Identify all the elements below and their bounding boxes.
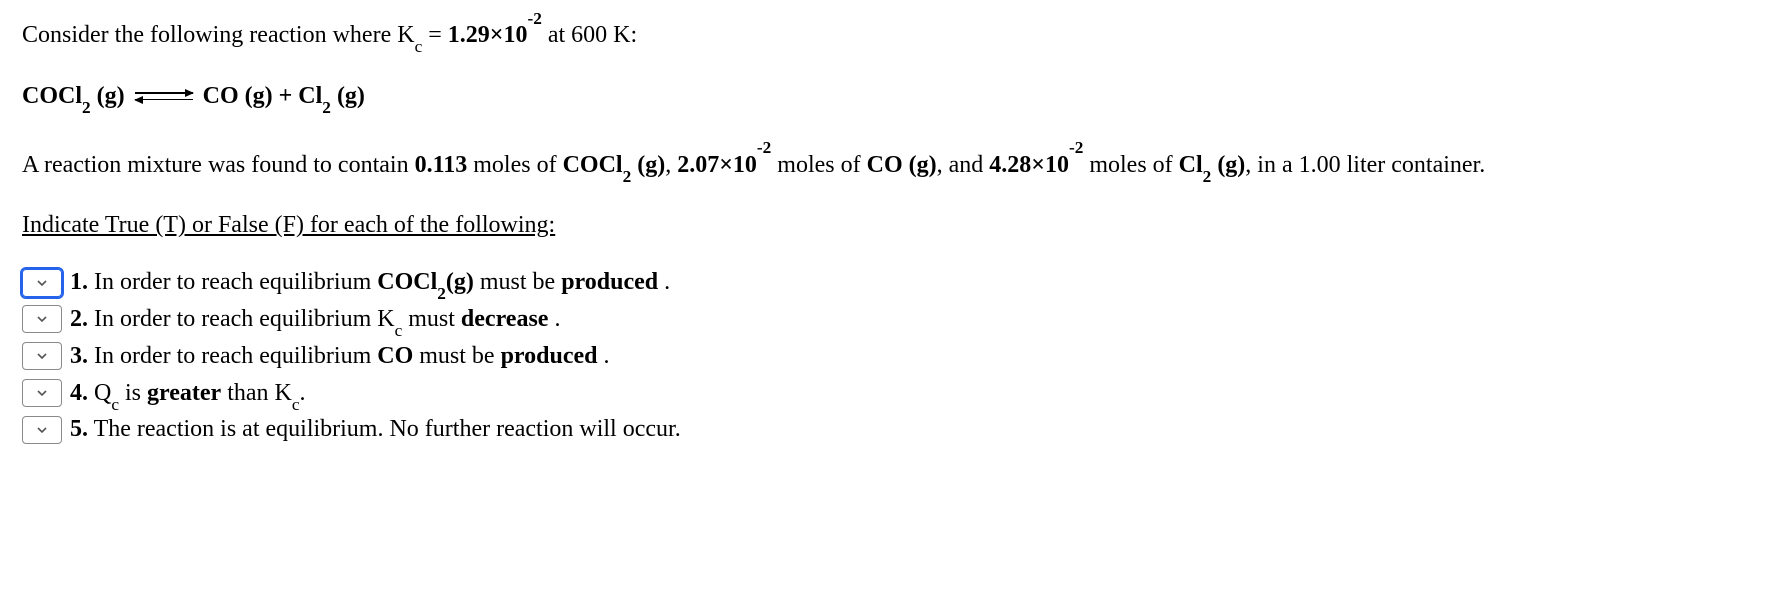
chevron-down-icon (36, 313, 48, 325)
statement-text: 1. In order to reach equilibrium COCl2(g… (70, 265, 670, 300)
chevron-down-icon (36, 277, 48, 289)
intro-paragraph: Consider the following reaction where Kc… (22, 18, 1768, 53)
kc-exp: -2 (527, 9, 541, 28)
reaction-equation: COCl2 (g) CO (g) + Cl2 (g) (22, 79, 1768, 114)
statement-text: 2. In order to reach equilibrium Kc must… (70, 302, 560, 337)
tf-select-4[interactable] (22, 379, 62, 407)
statement-row-1: 1. In order to reach equilibrium COCl2(g… (22, 265, 1768, 300)
statement-text: 4. Qc is greater than Kc. (70, 376, 306, 411)
mixture-paragraph: A reaction mixture was found to contain … (22, 148, 1768, 183)
kc-value: 1.29×10 (448, 22, 528, 48)
tf-select-1[interactable] (22, 269, 62, 297)
statement-row-2: 2. In order to reach equilibrium Kc must… (22, 302, 1768, 337)
statement-row-3: 3. In order to reach equilibrium CO must… (22, 339, 1768, 374)
statement-row-5: 5. The reaction is at equilibrium. No fu… (22, 412, 1768, 447)
tf-select-3[interactable] (22, 342, 62, 370)
instruction-text: Indicate True (T) or False (F) for each … (22, 208, 1768, 243)
statement-text: 3. In order to reach equilibrium CO must… (70, 339, 609, 374)
chevron-down-icon (36, 424, 48, 436)
statement-row-4: 4. Qc is greater than Kc. (22, 376, 1768, 411)
reaction-lhs: COCl2 (g) (22, 79, 125, 114)
equilibrium-arrow-icon (135, 87, 193, 105)
statement-text: 5. The reaction is at equilibrium. No fu… (70, 412, 681, 447)
intro-kc-sub: c (415, 37, 423, 56)
chevron-down-icon (36, 387, 48, 399)
intro-prefix: Consider the following reaction where K (22, 22, 415, 48)
statement-list: 1. In order to reach equilibrium COCl2(g… (22, 265, 1768, 447)
reaction-rhs: CO (g) + Cl2 (g) (203, 79, 365, 114)
tf-select-5[interactable] (22, 416, 62, 444)
chevron-down-icon (36, 350, 48, 362)
tf-select-2[interactable] (22, 305, 62, 333)
